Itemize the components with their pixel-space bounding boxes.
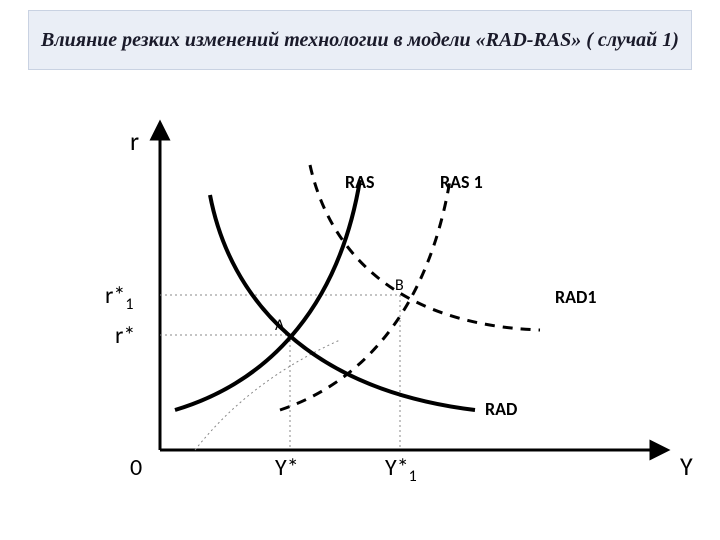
rad1-label: RAD1: [555, 286, 597, 308]
y-axis-label: r: [130, 125, 139, 157]
x-tick-y-star: Y*: [275, 453, 299, 482]
point-a-label: A: [275, 316, 285, 335]
y-tick-r-star: r*: [115, 321, 135, 350]
title-box: Влияние резких изменений технологии в мо…: [28, 10, 692, 70]
rad-label: RAD: [485, 398, 517, 420]
rad-curve: [210, 195, 475, 410]
x-axis-label: Y: [680, 450, 693, 482]
point-b-label: B: [395, 276, 404, 295]
page-title: Влияние резких изменений технологии в мо…: [41, 29, 679, 52]
y-tick-r-star-1: r*1: [105, 281, 133, 314]
origin-label: 0: [130, 453, 142, 482]
ras-curve: [175, 180, 360, 410]
ras1-label: RAS 1: [440, 171, 483, 193]
rad-ras-diagram: r Y 0 r*1 r* Y* Y*1 RAS RAS 1 RAD RAD1 A…: [0, 80, 720, 540]
x-tick-y-star-1: Y*1: [385, 453, 417, 486]
ras-label: RAS: [345, 171, 375, 193]
